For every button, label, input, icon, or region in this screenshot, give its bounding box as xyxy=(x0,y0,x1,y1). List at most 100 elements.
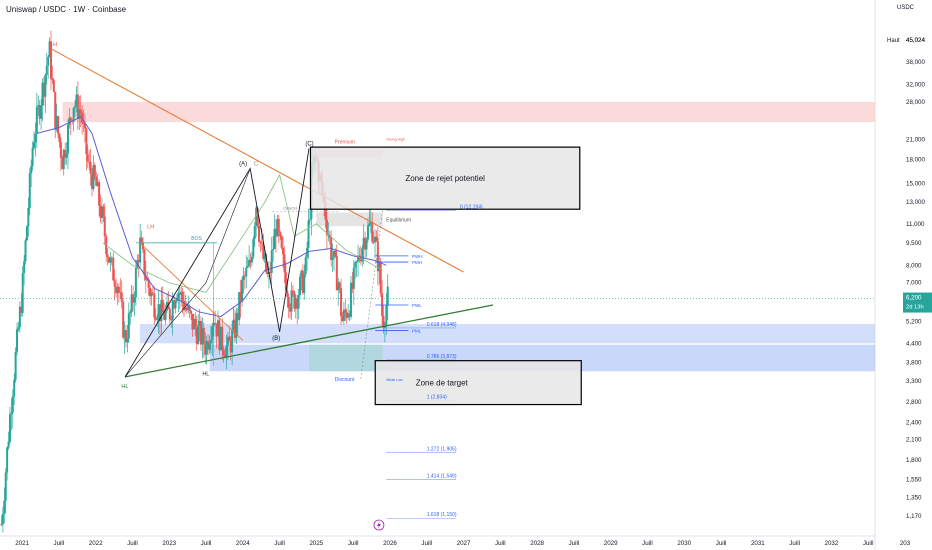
candle xyxy=(47,56,50,66)
x-tick-label: Juill xyxy=(716,540,727,547)
candle xyxy=(157,304,160,320)
current-price-countdown: 2d 13h xyxy=(906,305,924,311)
symbol-title[interactable]: Uniswap / USDC · 1W · Coinbase xyxy=(6,5,127,14)
candle xyxy=(174,301,177,309)
x-tick-label: 203 xyxy=(900,540,911,547)
candle xyxy=(103,216,106,237)
candle xyxy=(65,153,68,158)
candle xyxy=(38,105,41,119)
candle xyxy=(160,299,163,322)
candle xyxy=(337,282,340,291)
candle xyxy=(270,250,273,273)
candle xyxy=(48,41,51,57)
y-tick-label: 3,300 xyxy=(906,378,922,385)
candle xyxy=(192,318,195,330)
candle xyxy=(30,166,33,174)
candle xyxy=(260,242,263,244)
candle xyxy=(144,275,147,280)
label-strong-high: Strong High xyxy=(386,138,405,142)
x-tick-label: 2032 xyxy=(825,540,839,547)
x-tick-label: 2025 xyxy=(309,540,323,547)
candle xyxy=(301,270,304,294)
candle xyxy=(245,267,248,277)
candle xyxy=(205,340,208,355)
moving-average-line xyxy=(36,116,387,318)
abc-wave-line-inner xyxy=(124,168,251,378)
candle xyxy=(24,240,27,262)
candle xyxy=(124,330,127,343)
candle xyxy=(195,327,198,344)
candle xyxy=(14,351,17,380)
descending-trendline-inner[interactable] xyxy=(139,242,244,341)
candle xyxy=(194,318,197,328)
candle xyxy=(139,237,142,263)
candle xyxy=(286,290,289,297)
x-tick-label: Juill xyxy=(421,540,432,547)
candle xyxy=(224,355,227,358)
candle xyxy=(359,259,362,262)
y-tick-label: 2,400 xyxy=(906,419,922,426)
candle xyxy=(325,219,328,235)
candle xyxy=(232,319,235,330)
current-price-badge xyxy=(903,292,932,313)
candle xyxy=(191,313,194,330)
candle xyxy=(284,272,287,291)
candle xyxy=(378,261,381,272)
candle xyxy=(274,228,277,237)
label-wave-a: (A) xyxy=(239,162,247,168)
candle xyxy=(280,236,283,248)
fib-label-0: 0 (12,194) xyxy=(460,204,483,210)
y-tick-label: 9,500 xyxy=(906,240,922,247)
label-premium: Premium xyxy=(335,139,355,145)
candle xyxy=(158,304,161,322)
candle xyxy=(348,313,351,317)
candle xyxy=(215,323,218,337)
candle xyxy=(170,319,173,321)
fib-label-1618: 1.618 (1,150) xyxy=(427,512,457,518)
rejection-zone-box[interactable] xyxy=(309,146,581,210)
x-tick-label: Juill xyxy=(863,540,874,547)
candle xyxy=(242,275,245,281)
candle xyxy=(385,305,388,326)
candle xyxy=(349,282,352,317)
ascending-trendline[interactable] xyxy=(124,304,494,378)
candle xyxy=(375,236,378,241)
candle xyxy=(10,412,13,415)
candle xyxy=(225,345,228,358)
lightning-bolt xyxy=(376,521,381,529)
candle xyxy=(241,280,244,302)
candle xyxy=(332,250,335,258)
candle xyxy=(147,279,150,288)
label-lh-top: LH xyxy=(50,42,57,48)
candle xyxy=(18,306,21,328)
candle xyxy=(178,292,181,295)
candle xyxy=(112,257,115,281)
candle xyxy=(296,298,299,309)
candle xyxy=(108,257,111,263)
candle xyxy=(110,257,113,259)
discount-zone xyxy=(309,344,383,372)
abc-wave-line[interactable] xyxy=(124,148,310,378)
candle xyxy=(130,294,133,312)
candle xyxy=(341,316,344,321)
candle xyxy=(361,248,364,262)
descending-trendline[interactable] xyxy=(51,48,464,273)
candle xyxy=(211,326,214,341)
candle xyxy=(290,290,293,312)
candle xyxy=(40,105,43,119)
target-zone-box[interactable] xyxy=(374,360,582,406)
candle xyxy=(143,249,146,276)
x-tick-label: 2031 xyxy=(751,540,765,547)
candle xyxy=(300,270,303,277)
y-tick-label: 21,000 xyxy=(906,136,925,143)
candle xyxy=(347,313,350,318)
x-tick-label: 2023 xyxy=(162,540,176,547)
candle xyxy=(66,124,69,154)
label-lh-mid: LH xyxy=(147,225,154,231)
candle xyxy=(259,241,262,243)
candle xyxy=(365,239,368,250)
candle xyxy=(243,275,246,277)
candle xyxy=(42,82,45,97)
